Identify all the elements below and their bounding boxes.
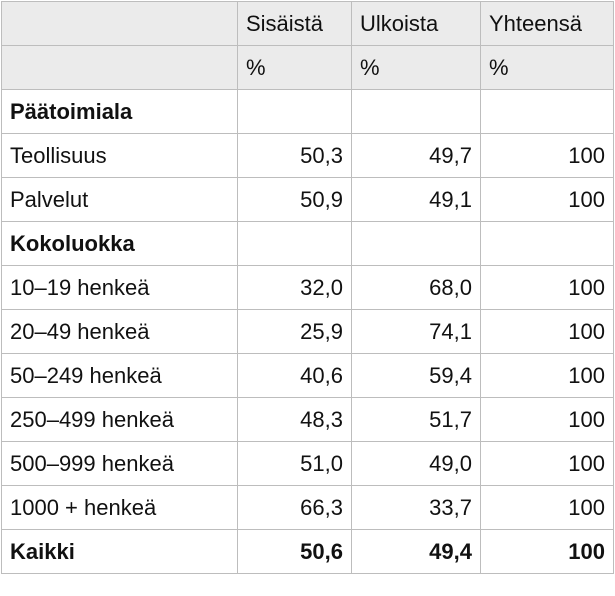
data-row: Palvelut 50,9 49,1 100 xyxy=(1,177,614,222)
cell-value: 100 xyxy=(480,309,614,354)
header-row: %%% xyxy=(1,45,614,90)
row-label: Palvelut xyxy=(1,177,238,222)
cell-value: 51,0 xyxy=(237,441,352,486)
cell-value: 68,0 xyxy=(351,265,481,310)
row-label: Teollisuus xyxy=(1,133,238,178)
unit-header: % xyxy=(480,45,614,90)
cell-value: 32,0 xyxy=(237,265,352,310)
cell-value: 100 xyxy=(480,485,614,530)
cell-value: 100 xyxy=(480,265,614,310)
cell-value: 100 xyxy=(480,529,614,574)
cell-value: 49,1 xyxy=(351,177,481,222)
row-label: Kaikki xyxy=(1,529,238,574)
data-row: 250–499 henkeä 48,3 51,7 100 xyxy=(1,397,614,442)
section-row: Kokoluokka xyxy=(1,221,614,266)
section-row: Päätoimiala xyxy=(1,89,614,134)
total-row: Kaikki 50,6 49,4 100 xyxy=(1,529,614,574)
empty-cell xyxy=(351,89,481,134)
data-table: Sisäistä Ulkoista Yhteensä%%% Päätoimiala Te… xyxy=(1,1,614,574)
column-header: Ulkoista xyxy=(351,1,481,46)
row-label: Kokoluokka xyxy=(1,221,238,266)
row-label: 1000 + henkeä xyxy=(1,485,238,530)
data-row: 50–249 henkeä 40,6 59,4 100 xyxy=(1,353,614,398)
cell-value: 49,4 xyxy=(351,529,481,574)
cell-value: 100 xyxy=(480,133,614,178)
row-label: 500–999 henkeä xyxy=(1,441,238,486)
empty-cell xyxy=(237,89,352,134)
cell-value: 100 xyxy=(480,177,614,222)
row-label: Päätoimiala xyxy=(1,89,238,134)
column-header: Yhteensä xyxy=(480,1,614,46)
cell-value: 100 xyxy=(480,353,614,398)
row-label: 250–499 henkeä xyxy=(1,397,238,442)
cell-value: 100 xyxy=(480,441,614,486)
empty-cell xyxy=(480,221,614,266)
row-label: 10–19 henkeä xyxy=(1,265,238,310)
empty-cell xyxy=(480,89,614,134)
column-header: Sisäistä xyxy=(237,1,352,46)
unit-header: % xyxy=(351,45,481,90)
data-row: 500–999 henkeä 51,0 49,0 100 xyxy=(1,441,614,486)
cell-value: 51,7 xyxy=(351,397,481,442)
cell-value: 33,7 xyxy=(351,485,481,530)
cell-value: 25,9 xyxy=(237,309,352,354)
empty-cell xyxy=(237,221,352,266)
data-row: Teollisuus 50,3 49,7 100 xyxy=(1,133,614,178)
table-body: Sisäistä Ulkoista Yhteensä%%% Päätoimiala Te… xyxy=(1,1,614,574)
cell-value: 66,3 xyxy=(237,485,352,530)
header-corner xyxy=(1,45,238,90)
cell-value: 49,7 xyxy=(351,133,481,178)
cell-value: 40,6 xyxy=(237,353,352,398)
header-row: Sisäistä Ulkoista Yhteensä xyxy=(1,1,614,46)
empty-cell xyxy=(351,221,481,266)
row-label: 20–49 henkeä xyxy=(1,309,238,354)
cell-value: 74,1 xyxy=(351,309,481,354)
cell-value: 50,3 xyxy=(237,133,352,178)
cell-value: 49,0 xyxy=(351,441,481,486)
row-label: 50–249 henkeä xyxy=(1,353,238,398)
cell-value: 50,9 xyxy=(237,177,352,222)
unit-header: % xyxy=(237,45,352,90)
data-row: 20–49 henkeä 25,9 74,1 100 xyxy=(1,309,614,354)
cell-value: 50,6 xyxy=(237,529,352,574)
cell-value: 59,4 xyxy=(351,353,481,398)
cell-value: 100 xyxy=(480,397,614,442)
data-row: 10–19 henkeä 32,0 68,0 100 xyxy=(1,265,614,310)
header-corner xyxy=(1,1,238,46)
data-row: 1000 + henkeä 66,3 33,7 100 xyxy=(1,485,614,530)
cell-value: 48,3 xyxy=(237,397,352,442)
